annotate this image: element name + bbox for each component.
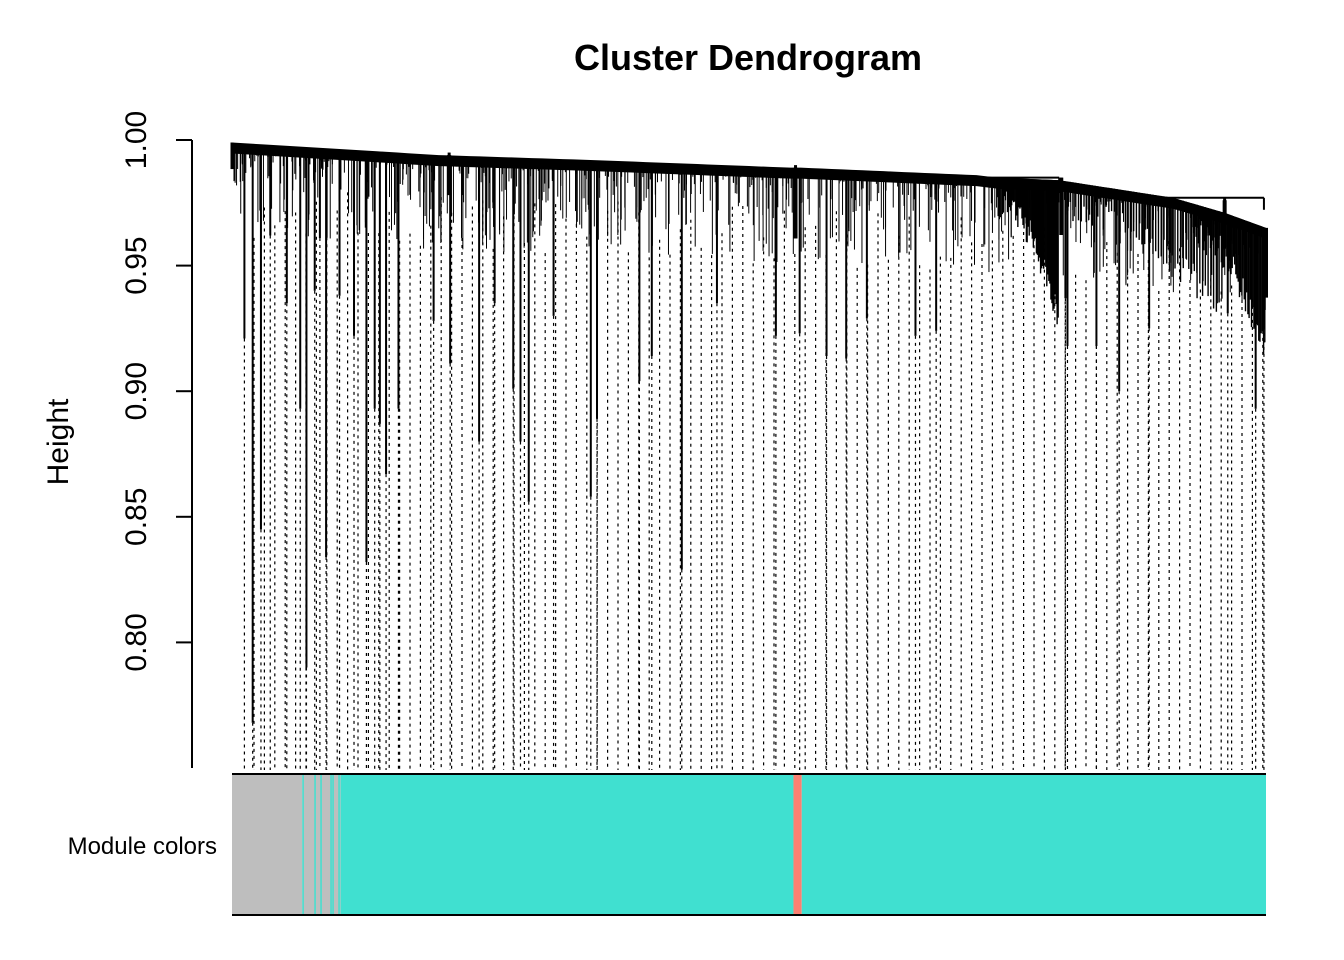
y-tick-label: 1.00: [120, 111, 153, 169]
dendrogram-tree: [230, 142, 1268, 723]
leaf-guide-lines: [243, 192, 1265, 770]
module-color-stripe: [302, 774, 304, 915]
y-tick-label: 0.95: [120, 236, 153, 294]
module-color-stripe: [314, 774, 316, 915]
module-color-stripe: [320, 774, 322, 915]
module-color-segment: [793, 774, 802, 915]
module-color-segment: [801, 774, 1266, 915]
y-axis: 0.80 0.85 0.90 0.95 1.00: [120, 111, 193, 768]
y-tick-label: 0.80: [120, 613, 153, 671]
module-color-segment: [232, 774, 303, 915]
module-colors-band: [232, 773, 1266, 916]
module-color-segment: [340, 774, 794, 915]
module-color-stripe: [332, 774, 334, 915]
module-color-stripe: [330, 774, 332, 915]
chart-title: Cluster Dendrogram: [574, 37, 922, 78]
y-tick-label: 0.90: [120, 362, 153, 420]
y-axis-label: Height: [42, 398, 75, 485]
y-tick-label: 0.85: [120, 488, 153, 546]
module-colors-label: Module colors: [68, 833, 217, 860]
module-color-stripe: [338, 774, 340, 915]
dendrogram-canopy: [232, 142, 1266, 239]
